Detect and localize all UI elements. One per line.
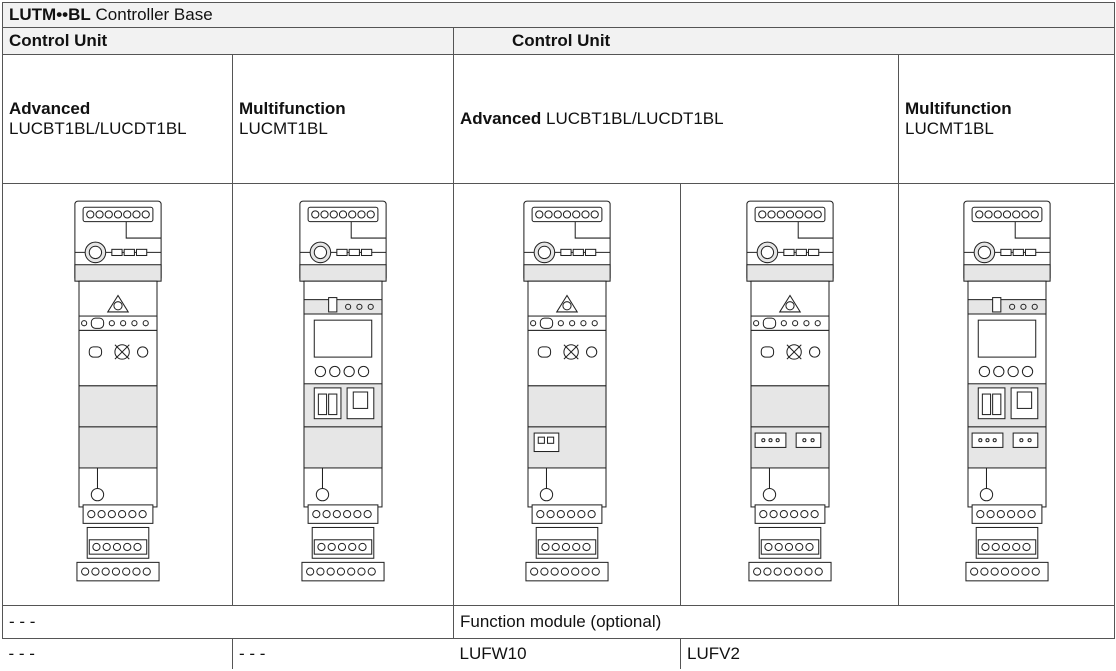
cell: LUFV2 <box>680 638 899 669</box>
header-text: LUCMT1BL <box>239 119 328 138</box>
group-cell: Control Unit <box>452 27 1116 55</box>
cell: - - - <box>2 605 454 639</box>
image-cell <box>680 183 899 606</box>
header-text: LUCBT1BL/LUCDT1BL <box>9 119 187 138</box>
title-text: Controller Base <box>95 5 213 24</box>
device-illustration <box>962 200 1051 582</box>
cell: - - - <box>8 644 35 663</box>
image-cell <box>2 183 233 606</box>
device-illustration <box>523 200 611 582</box>
cell: - - - <box>232 638 454 669</box>
title-cell: LUTM••BL Controller Base <box>1 2 1116 28</box>
header-text: LUCBT1BL/LUCDT1BL <box>545 109 724 128</box>
header-cell: Advanced LUCBT1BL/LUCDT1BL <box>2 54 233 184</box>
header-cell: Multifunction LUCMT1BL <box>232 54 454 184</box>
header-cell: Multifunction LUCMT1BL <box>897 54 1116 184</box>
device-illustration <box>73 200 162 582</box>
image-cell <box>453 183 681 606</box>
header-cell: Advanced LUCBT1BL/LUCDT1BL <box>453 54 899 184</box>
cell: LUFW10 <box>459 644 527 663</box>
header-bold: Advanced <box>460 109 542 128</box>
header-bold: Multifunction <box>905 99 1012 118</box>
device-illustration <box>745 200 834 582</box>
title-code: LUTM••BL <box>9 5 91 24</box>
header-bold: Multifunction <box>239 99 346 118</box>
group-cell: Control Unit <box>2 27 454 55</box>
cell: Function module (optional) <box>452 605 1116 639</box>
header-bold: Advanced <box>9 99 91 118</box>
image-cell <box>897 183 1116 606</box>
group-label: Control Unit <box>9 31 108 50</box>
group-label: Control Unit <box>512 31 611 50</box>
cell <box>899 639 1115 670</box>
device-illustration <box>299 200 387 582</box>
header-text: LUCMT1BL <box>905 119 994 138</box>
image-cell <box>232 183 454 606</box>
